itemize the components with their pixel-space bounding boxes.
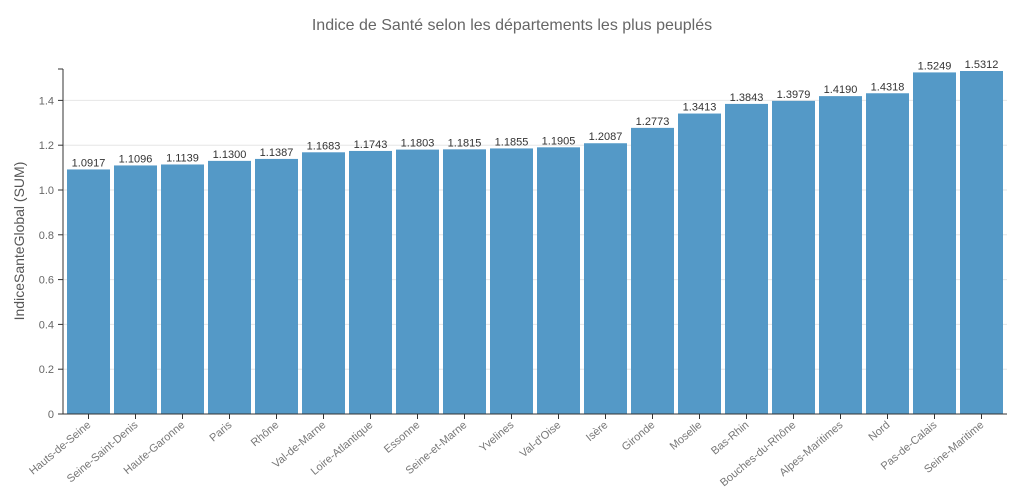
bar-value-label: 1.1743 bbox=[354, 139, 388, 151]
bar[interactable] bbox=[772, 100, 815, 415]
bar-value-label: 1.3843 bbox=[730, 92, 764, 104]
bar[interactable] bbox=[537, 147, 580, 415]
bar[interactable] bbox=[866, 93, 909, 414]
bar-value-label: 1.5249 bbox=[918, 60, 952, 72]
x-tick-label: Moselle bbox=[668, 419, 705, 453]
x-tick-label: Nord bbox=[866, 419, 892, 444]
bar-value-label: 1.3979 bbox=[777, 89, 811, 101]
x-tick-label: Isère bbox=[584, 419, 610, 444]
bar[interactable] bbox=[725, 103, 768, 414]
bar[interactable] bbox=[913, 72, 956, 414]
bar-value-label: 1.4190 bbox=[824, 84, 858, 96]
y-tick-label: 0.4 bbox=[39, 319, 54, 331]
bar[interactable] bbox=[490, 148, 533, 414]
x-tick-label: Rhône bbox=[249, 419, 282, 449]
x-tick-label: Bas-Rhin bbox=[709, 419, 751, 457]
x-axis: Hauts-de-SeineSeine-Saint-DenisHaute-Gar… bbox=[27, 413, 1007, 489]
bar[interactable] bbox=[960, 71, 1003, 414]
y-tick-label: 1.2 bbox=[39, 140, 54, 152]
bar[interactable] bbox=[678, 113, 721, 414]
y-tick-label: 0.2 bbox=[39, 364, 54, 376]
bar[interactable] bbox=[584, 143, 627, 414]
bar-value-label: 1.1683 bbox=[307, 140, 341, 152]
y-tick-label: 0.8 bbox=[39, 230, 54, 242]
x-tick-label: Gironde bbox=[620, 419, 658, 453]
bar-value-label: 1.3413 bbox=[683, 102, 717, 114]
bar-value-label: 1.1905 bbox=[542, 135, 576, 147]
bar-value-label: 1.4318 bbox=[871, 81, 905, 93]
bar-value-label: 1.2773 bbox=[636, 116, 670, 128]
y-tick-label: 1.0 bbox=[39, 185, 54, 197]
bar[interactable] bbox=[631, 127, 674, 414]
bar[interactable] bbox=[161, 164, 204, 414]
bar[interactable] bbox=[114, 165, 157, 414]
y-tick-label: 0.6 bbox=[39, 275, 54, 287]
bar[interactable] bbox=[349, 150, 392, 414]
bar-value-label: 1.1855 bbox=[495, 136, 529, 148]
x-tick-label: Paris bbox=[208, 419, 235, 445]
y-tick-label: 0 bbox=[48, 409, 54, 421]
bar-value-label: 1.1387 bbox=[260, 147, 294, 159]
bar-value-label: 1.0917 bbox=[72, 157, 106, 169]
bar[interactable] bbox=[443, 149, 486, 414]
bar[interactable] bbox=[302, 152, 345, 415]
x-tick-label: Val-d'Oise bbox=[518, 419, 564, 460]
bar-value-label: 1.1803 bbox=[401, 138, 435, 150]
chart-title: Indice de Santé selon les départements l… bbox=[312, 17, 712, 34]
y-tick-label: 1.4 bbox=[39, 95, 54, 107]
grid-lines bbox=[63, 99, 1007, 370]
y-axis: 0 0.2 0.4 0.6 0.8 1.0 1.2 1.4 bbox=[39, 68, 64, 421]
bar[interactable] bbox=[208, 160, 251, 414]
bar-value-label: 1.1300 bbox=[213, 149, 247, 161]
bar-value-label: 1.1815 bbox=[448, 137, 482, 149]
bar-value-label: 1.1139 bbox=[166, 152, 199, 164]
bar[interactable] bbox=[819, 96, 862, 415]
y-axis-label: IndiceSanteGlobal (SUM) bbox=[11, 162, 27, 321]
bar[interactable] bbox=[255, 158, 298, 414]
data-labels: 1.0917 1.1096 1.1139 1.1300 1.1387 1.1683 1.17… bbox=[72, 59, 999, 169]
bar-value-label: 1.5312 bbox=[965, 59, 999, 71]
bar[interactable] bbox=[67, 169, 110, 414]
x-tick-label: Essonne bbox=[382, 419, 423, 456]
bar-value-label: 1.1096 bbox=[119, 153, 153, 165]
bar[interactable] bbox=[396, 149, 439, 414]
bar-value-label: 1.2087 bbox=[589, 131, 623, 143]
x-tick-label: Yvelines bbox=[477, 419, 516, 455]
bars bbox=[67, 71, 1003, 415]
